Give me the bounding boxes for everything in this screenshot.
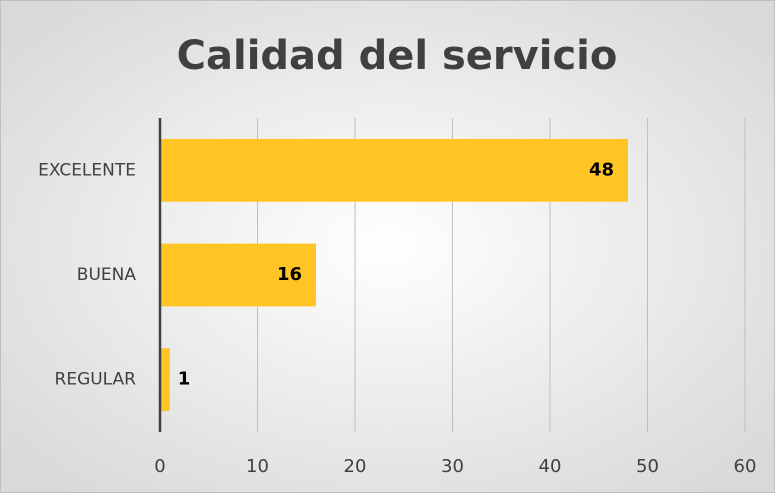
- x-tick-label: 0: [154, 456, 165, 477]
- x-tick-label: 40: [539, 456, 562, 477]
- x-tick-label: 60: [734, 456, 757, 477]
- x-tick-label: 30: [441, 456, 464, 477]
- y-tick-label: REGULAR: [55, 370, 137, 390]
- data-label: 1: [178, 369, 191, 390]
- y-tick-label: BUENA: [77, 265, 137, 285]
- x-tick-label: 10: [246, 456, 269, 477]
- y-tick-label: EXCELENTE: [38, 160, 136, 180]
- data-label: 16: [277, 264, 302, 285]
- bar: [160, 243, 316, 307]
- bar: [160, 348, 170, 412]
- bar: [160, 138, 628, 202]
- x-tick-label: 20: [344, 456, 367, 477]
- chart-title: Calidad del servicio: [177, 33, 618, 79]
- x-tick-label: 50: [636, 456, 659, 477]
- data-label: 48: [589, 159, 614, 180]
